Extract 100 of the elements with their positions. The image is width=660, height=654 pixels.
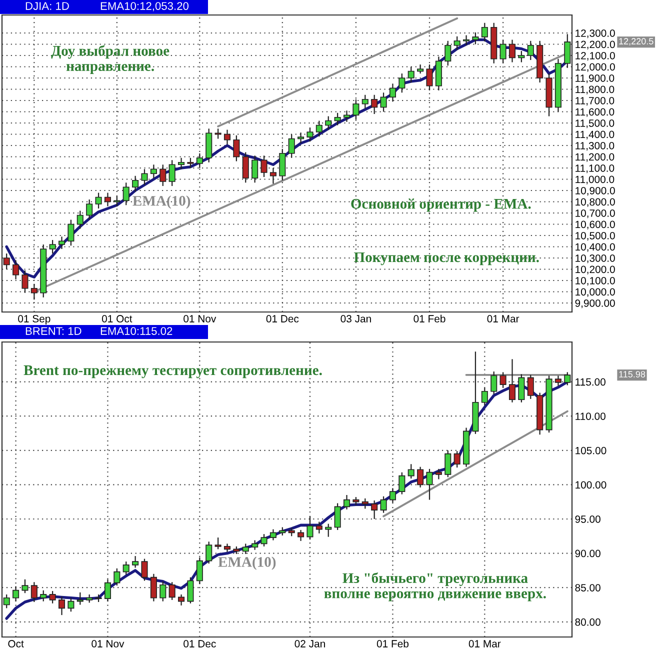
candlestick xyxy=(214,128,222,140)
candlestick xyxy=(352,98,360,120)
text: 12,220.5 xyxy=(619,38,654,46)
candlestick xyxy=(325,116,332,130)
chart-title: BRENT: 1D xyxy=(26,327,82,335)
y-tick-label: 10,500.0 xyxy=(576,232,615,241)
candlestick xyxy=(481,22,488,42)
candlestick xyxy=(30,283,38,300)
y-tick-label: 12,100.0 xyxy=(576,52,615,61)
candlestick xyxy=(444,450,452,478)
candlestick xyxy=(500,39,506,64)
candlestick xyxy=(114,568,120,586)
candlestick xyxy=(362,498,368,510)
y-tick-label: 12,300.0 xyxy=(576,30,615,38)
candlestick xyxy=(408,464,414,480)
y-tick-label: 10,800.0 xyxy=(576,198,615,207)
candlestick xyxy=(122,182,130,206)
candlestick xyxy=(270,528,276,541)
candlestick xyxy=(76,592,84,606)
candlestick xyxy=(508,39,516,63)
y-tick-label: 10,700.0 xyxy=(576,210,615,218)
candlestick xyxy=(104,192,111,207)
candlestick xyxy=(187,576,194,604)
y-tick-label: 12,200.0 xyxy=(576,40,615,50)
y-tick-label: 11,400.0 xyxy=(576,130,614,140)
candlestick xyxy=(316,521,322,534)
annotation: EMA(10) xyxy=(132,195,190,209)
candlestick xyxy=(463,34,470,46)
candlestick xyxy=(252,155,258,184)
text: 115.98 xyxy=(619,371,646,378)
x-tick-label: 01 Sep xyxy=(18,315,50,324)
y-tick-label: 11,900.0 xyxy=(576,74,614,84)
candlestick xyxy=(362,94,368,109)
candlestick xyxy=(178,157,185,170)
candlestick xyxy=(454,36,460,50)
candlestick xyxy=(114,196,120,207)
candlestick xyxy=(150,573,157,602)
annotation: Основной ориентир - EMA. xyxy=(351,198,531,212)
candlestick xyxy=(22,270,28,294)
candlestick xyxy=(408,66,414,84)
candlestick xyxy=(86,198,93,220)
candlestick xyxy=(233,134,240,162)
candlestick xyxy=(554,375,562,386)
candlestick xyxy=(132,175,139,192)
candlestick xyxy=(3,252,10,270)
candlestick xyxy=(371,94,378,115)
candlestick xyxy=(398,472,406,495)
y-tick-label: 11,500.0 xyxy=(576,120,614,128)
candlestick xyxy=(472,32,479,45)
candlestick xyxy=(150,164,157,179)
candlestick xyxy=(564,34,571,68)
y-tick-label: 11,600.0 xyxy=(576,108,614,117)
y-tick-label: 10,000.0 xyxy=(576,288,615,297)
annotation: Доу выбрал новое направление. xyxy=(51,45,170,74)
candlestick xyxy=(334,502,341,531)
y-tick-label: 10,200.0 xyxy=(576,266,615,274)
candlestick xyxy=(206,541,212,564)
candlestick xyxy=(68,597,74,612)
candlestick xyxy=(187,157,194,169)
candlestick xyxy=(132,555,139,568)
candlestick xyxy=(68,219,74,246)
y-tick-label: 10,900.0 xyxy=(576,187,615,196)
candlestick xyxy=(242,543,249,555)
candlestick xyxy=(380,496,387,514)
y-tick-label: 115.00 xyxy=(576,378,606,386)
candlestick xyxy=(12,586,20,602)
y-tick-label: 10,100.0 xyxy=(576,277,615,286)
y-tick-label: 90.00 xyxy=(575,550,600,558)
candlestick xyxy=(380,92,387,112)
candlestick xyxy=(426,468,433,500)
candlestick xyxy=(435,468,442,480)
candlestick xyxy=(564,372,571,386)
candlestick xyxy=(306,126,314,142)
annotation: Покупаем после коррекции. xyxy=(354,252,539,266)
x-tick-label: 01 Feb xyxy=(414,314,446,322)
candlestick xyxy=(298,529,304,542)
candlestick xyxy=(160,580,166,602)
candlestick xyxy=(481,387,488,406)
candlestick xyxy=(389,488,396,504)
candlestick xyxy=(343,494,350,510)
candlestick xyxy=(40,590,47,602)
candlestick xyxy=(30,582,38,603)
candlestick xyxy=(527,374,534,400)
chart-subtitle: EMA10:12,053.20 xyxy=(100,2,189,12)
y-tick-label: 80.00 xyxy=(575,618,600,626)
x-tick-label: 01 Oct xyxy=(102,315,132,322)
candlestick xyxy=(508,358,516,403)
candlestick xyxy=(178,594,185,606)
candlestick xyxy=(417,466,424,488)
candlestick xyxy=(518,374,525,403)
candlestick xyxy=(58,596,66,616)
candlestick xyxy=(298,132,304,144)
y-tick-label: 11,700.0 xyxy=(576,97,614,106)
candlestick xyxy=(196,152,203,169)
annotation: EMA(10) xyxy=(218,556,276,570)
y-tick-label: 11,800.0 xyxy=(576,86,614,94)
candlestick xyxy=(49,590,56,604)
candlestick xyxy=(168,160,176,187)
y-tick-label: 9,900.00 xyxy=(575,300,615,308)
y-tick-label: 10,300.0 xyxy=(576,254,615,264)
